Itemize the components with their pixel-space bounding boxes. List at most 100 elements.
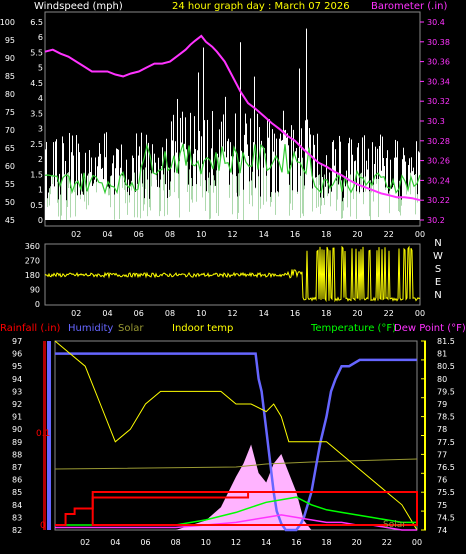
gust-bar bbox=[125, 184, 126, 220]
wind-bar bbox=[188, 184, 189, 220]
wind-bar bbox=[275, 214, 276, 220]
wind-bar bbox=[176, 152, 177, 220]
humidity-tick-label: 91 bbox=[12, 413, 22, 422]
gust-bar bbox=[258, 176, 259, 220]
wind-bar bbox=[247, 144, 248, 220]
gust-bar bbox=[189, 169, 190, 220]
wind-bar bbox=[416, 141, 417, 220]
time-tick-label: 06 bbox=[140, 538, 150, 547]
wind-bar bbox=[255, 188, 256, 220]
wind-bar bbox=[80, 199, 81, 220]
gust-bar bbox=[356, 191, 357, 220]
temp-tick-label: 79.5 bbox=[437, 387, 455, 396]
time-tick-label: 22 bbox=[382, 538, 392, 547]
gust-bar bbox=[378, 178, 379, 220]
gust-bar bbox=[134, 172, 135, 220]
wind-bar bbox=[261, 140, 262, 220]
humidity-tick-label: 82 bbox=[12, 526, 22, 535]
wind-bar bbox=[146, 134, 147, 220]
wind-bar bbox=[252, 206, 253, 220]
gust-bar bbox=[205, 180, 206, 220]
wind-bar bbox=[204, 120, 205, 220]
wind-tick-label: 6 bbox=[38, 33, 43, 42]
wind-bar bbox=[143, 210, 144, 220]
wind-bar bbox=[139, 146, 140, 220]
wind-bar bbox=[191, 199, 192, 220]
time-tick-label: 14 bbox=[259, 230, 269, 239]
wind-bar bbox=[109, 195, 110, 220]
wind-bar bbox=[399, 212, 400, 220]
gust-bar bbox=[150, 170, 151, 220]
wind-outer-tick-label: 55 bbox=[5, 180, 15, 189]
wind-bar bbox=[141, 132, 142, 220]
wind-bar bbox=[312, 211, 313, 220]
wind-bar bbox=[234, 150, 235, 220]
wind-bar bbox=[396, 157, 397, 220]
wind-bar bbox=[409, 158, 410, 220]
gust-bar bbox=[399, 180, 400, 220]
wind-bar bbox=[307, 119, 308, 220]
gust-bar bbox=[260, 196, 261, 220]
wind-outer-tick-label: 80 bbox=[5, 90, 15, 99]
wind-tick-label: 0 bbox=[38, 216, 43, 225]
gust-bar bbox=[147, 179, 148, 220]
wind-bar bbox=[306, 28, 307, 220]
wind-bar bbox=[92, 185, 93, 220]
baro-tick-label: 30.4 bbox=[427, 18, 445, 27]
wind-bar bbox=[256, 158, 257, 220]
time-tick-label: 16 bbox=[291, 538, 301, 547]
wind-bar bbox=[64, 174, 65, 220]
time-tick-label: 10 bbox=[196, 309, 206, 318]
gust-bar bbox=[66, 200, 67, 220]
wind-bar bbox=[150, 210, 151, 220]
humidity-tick-label: 94 bbox=[12, 375, 22, 384]
wind-bar bbox=[116, 148, 117, 220]
humidity-line bbox=[55, 352, 417, 532]
wind-bar bbox=[213, 192, 214, 220]
wind-tick-label: 2.5 bbox=[30, 140, 43, 149]
wind-bar bbox=[242, 157, 243, 220]
wind-bar bbox=[161, 165, 162, 220]
compass-label: W bbox=[433, 251, 443, 262]
wind-bar bbox=[49, 205, 50, 220]
wind-bar bbox=[300, 217, 301, 220]
wind-bar bbox=[159, 216, 160, 220]
wind-bar bbox=[103, 179, 104, 220]
wind-bar bbox=[356, 218, 357, 220]
wind-bar bbox=[184, 143, 185, 220]
gust-bar bbox=[70, 188, 71, 220]
wind-bar bbox=[233, 156, 234, 220]
wind-bar bbox=[180, 117, 181, 220]
wind-bar bbox=[319, 184, 320, 220]
wind-bar bbox=[200, 186, 201, 220]
temp-tick-label: 78.5 bbox=[437, 413, 455, 422]
wind-bar bbox=[332, 142, 333, 220]
wind-bar bbox=[281, 140, 282, 220]
wind-bar bbox=[94, 179, 95, 220]
wind-bar bbox=[76, 135, 77, 220]
wind-bar bbox=[333, 140, 334, 220]
wind-bar bbox=[240, 42, 241, 220]
gust-bar bbox=[320, 197, 321, 220]
wind-bar bbox=[96, 192, 97, 220]
wind-bar bbox=[100, 153, 101, 220]
wind-bar bbox=[238, 212, 239, 220]
temp-tick-label: 75 bbox=[437, 501, 447, 510]
wind-bar bbox=[106, 132, 107, 220]
wind-bar bbox=[378, 217, 379, 220]
gust-bar bbox=[137, 183, 138, 220]
time-tick-label: 00 bbox=[415, 309, 425, 318]
time-tick-label: 06 bbox=[134, 309, 144, 318]
wind-bar bbox=[222, 146, 223, 220]
wind-bar bbox=[195, 149, 196, 220]
wind-direction-line bbox=[44, 245, 421, 303]
gust-bar bbox=[140, 171, 141, 220]
wind-bar bbox=[97, 166, 98, 220]
wind-bar bbox=[321, 205, 322, 220]
baro-tick-label: 30.22 bbox=[427, 196, 450, 205]
wind-bar bbox=[387, 150, 388, 220]
wind-bar bbox=[272, 129, 273, 220]
wind-bar bbox=[241, 150, 242, 220]
compass-label: S bbox=[435, 264, 441, 275]
gust-bar bbox=[266, 175, 267, 220]
